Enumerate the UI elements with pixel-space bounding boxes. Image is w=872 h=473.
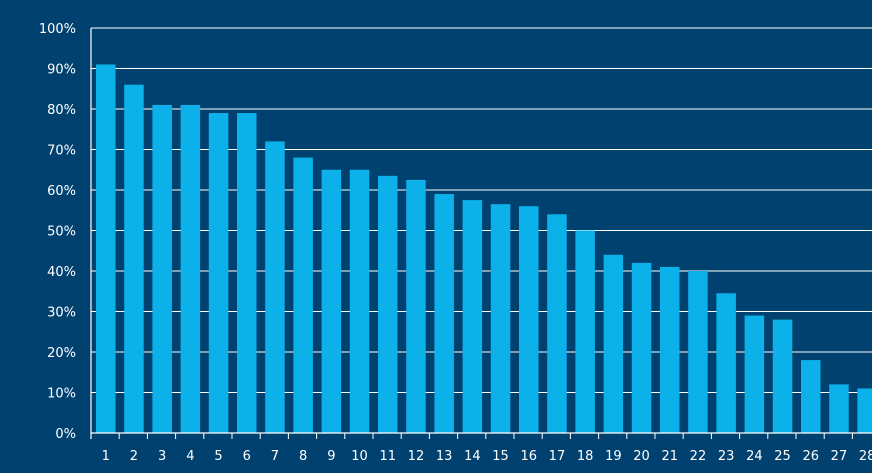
bar	[321, 169, 342, 433]
x-tick-label: 27	[831, 449, 848, 464]
y-tick-label: 70%	[47, 144, 76, 159]
y-tick-label: 0%	[55, 427, 76, 442]
y-tick-label: 30%	[47, 306, 76, 321]
bar	[660, 266, 680, 433]
x-tick-label: 1	[102, 449, 110, 464]
x-tick-label: 22	[690, 449, 707, 464]
x-tick-label: 24	[746, 449, 763, 464]
x-tick-label: 18	[577, 449, 594, 464]
bar	[772, 319, 793, 433]
x-tick-label: 20	[633, 449, 650, 464]
x-tick-label: 14	[464, 449, 481, 464]
bar	[349, 169, 370, 433]
bar	[829, 384, 849, 433]
y-axis: 0% 10% 20% 30% 40% 50% 60% 70% 80% 90% 100%	[39, 22, 92, 442]
x-tick-label: 4	[186, 449, 194, 464]
x-tick-label: 26	[802, 449, 819, 464]
y-tick-label: 10%	[47, 387, 76, 402]
x-tick-label: 11	[379, 449, 396, 464]
y-tick-label: 100%	[39, 22, 76, 37]
bar	[434, 194, 454, 433]
bar	[293, 157, 313, 433]
bar	[547, 214, 567, 433]
bar	[406, 179, 426, 433]
x-tick-label: 25	[774, 449, 791, 464]
bar	[631, 262, 652, 433]
bar	[152, 104, 172, 433]
y-tick-label: 20%	[47, 346, 76, 361]
bar	[378, 175, 398, 433]
x-tick-label: 5	[214, 449, 222, 464]
x-tick-label: 2	[130, 449, 138, 464]
bar	[124, 84, 144, 433]
y-tick-label: 40%	[47, 265, 76, 280]
x-tick-label: 28	[859, 449, 872, 464]
y-tick-label: 90%	[47, 63, 76, 78]
bar	[688, 271, 708, 433]
bar	[490, 204, 511, 433]
x-tick-label: 9	[327, 449, 335, 464]
bar	[575, 230, 595, 433]
bar	[208, 113, 229, 434]
x-tick-label: 13	[436, 449, 453, 464]
x-tick-label: 21	[661, 449, 678, 464]
bar	[96, 64, 116, 433]
x-tick-label: 12	[408, 449, 425, 464]
bar	[857, 388, 872, 433]
bar	[237, 113, 257, 434]
x-tick-label: 16	[520, 449, 537, 464]
y-tick-label: 80%	[47, 103, 76, 118]
bar	[519, 206, 539, 433]
bar	[744, 315, 765, 433]
bar	[603, 254, 624, 433]
y-tick-label: 50%	[47, 225, 76, 240]
x-tick-label: 6	[243, 449, 251, 464]
bar	[265, 141, 285, 433]
x-tick-label: 17	[549, 449, 566, 464]
bars	[96, 64, 872, 434]
x-tick-label: 23	[718, 449, 735, 464]
x-tick-label: 19	[605, 449, 622, 464]
x-tick-label: 7	[271, 449, 279, 464]
x-axis: 1 2 3 4 5 6 7 8 9 10 11 12 13 14 15 16 17 18 19 20 21 22 23 24 2…	[91, 432, 872, 464]
x-tick-label: 10	[351, 449, 368, 464]
x-tick-label: 15	[492, 449, 509, 464]
x-tick-label: 8	[299, 449, 307, 464]
bar	[801, 360, 821, 433]
bar	[462, 200, 483, 433]
x-tick-label: 3	[158, 449, 166, 464]
bar	[180, 104, 201, 433]
y-tick-label: 60%	[47, 184, 76, 199]
bar	[716, 293, 736, 433]
